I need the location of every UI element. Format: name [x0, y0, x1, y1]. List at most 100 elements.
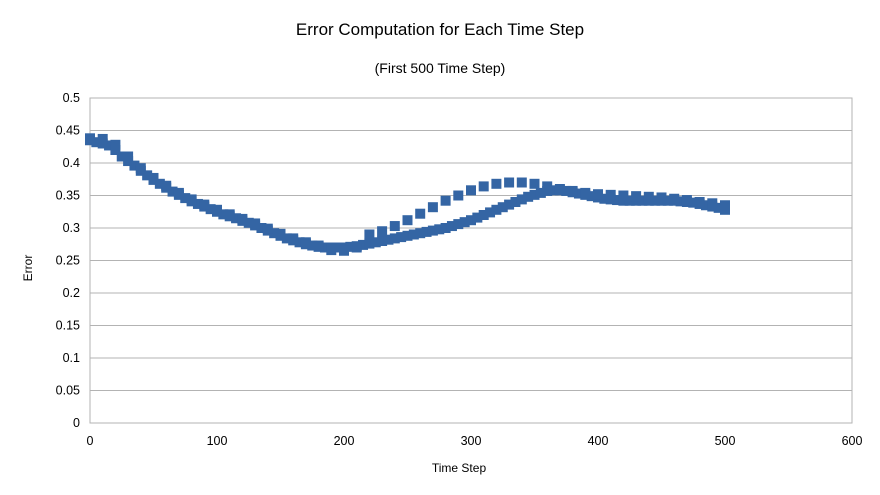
y-tick-label: 0.1	[63, 351, 80, 365]
data-point	[580, 187, 591, 198]
data-point	[396, 232, 407, 243]
data-point	[446, 221, 457, 232]
data-point	[154, 178, 165, 189]
data-point	[332, 242, 343, 253]
y-tick-label: 0.15	[56, 319, 80, 333]
data-point	[504, 177, 515, 188]
data-point	[618, 190, 629, 201]
data-point	[192, 198, 203, 209]
data-point	[180, 193, 191, 204]
data-point	[281, 233, 292, 244]
data-point	[713, 202, 724, 213]
y-tick-label: 0.25	[56, 254, 80, 268]
data-point	[199, 199, 210, 210]
data-point	[307, 240, 318, 251]
data-point	[351, 242, 362, 253]
data-point	[110, 139, 121, 150]
x-tick-label: 300	[461, 434, 482, 448]
data-point	[85, 133, 95, 144]
data-point	[599, 193, 610, 204]
data-point	[662, 195, 673, 206]
data-point	[294, 237, 305, 248]
data-point	[535, 187, 546, 198]
y-axis-label: Error	[21, 255, 35, 282]
gridlines	[90, 97, 852, 424]
data-point	[707, 198, 718, 209]
x-tick-label: 400	[588, 434, 609, 448]
x-axis-ticks: 0 100 200 300 400 500 600	[87, 434, 863, 448]
data-point	[440, 195, 451, 206]
data-point	[212, 204, 222, 215]
data-point	[205, 204, 216, 215]
data-point	[561, 185, 572, 196]
data-point	[358, 239, 369, 250]
data-point	[250, 218, 261, 229]
data-point	[605, 189, 616, 200]
data-point	[218, 209, 229, 220]
y-tick-label: 0.3	[63, 221, 80, 235]
data-point	[319, 242, 330, 253]
data-point	[466, 215, 476, 226]
data-point	[624, 195, 635, 206]
data-point	[427, 225, 438, 236]
data-point	[370, 237, 381, 248]
data-point	[275, 228, 286, 239]
data-point	[612, 195, 623, 206]
y-tick-label: 0.05	[56, 384, 80, 398]
data-point	[453, 190, 464, 201]
data-point	[478, 181, 489, 192]
data-point	[142, 170, 153, 181]
data-point	[123, 151, 134, 162]
data-point	[377, 236, 388, 246]
data-point	[186, 194, 197, 205]
y-tick-label: 0	[73, 416, 80, 430]
data-point	[669, 193, 680, 204]
data-point	[434, 224, 445, 235]
data-point	[116, 151, 127, 162]
data-point	[364, 238, 375, 249]
data-point	[586, 191, 597, 202]
data-point	[313, 240, 324, 251]
data-point	[339, 245, 349, 256]
data-point	[688, 197, 699, 208]
data-point	[402, 230, 413, 241]
x-axis-label: Time Step	[432, 461, 487, 475]
data-point	[91, 137, 102, 148]
data-point	[694, 197, 705, 207]
data-point	[700, 200, 711, 211]
y-tick-label: 0.2	[63, 286, 80, 300]
data-point	[548, 185, 559, 196]
data-point	[326, 245, 337, 256]
plot-area-border	[89, 97, 853, 424]
data-point	[300, 237, 311, 248]
data-point	[129, 160, 140, 171]
data-point	[110, 145, 121, 155]
data-point	[389, 221, 400, 232]
data-point	[485, 207, 496, 218]
data-point	[529, 178, 540, 189]
data-point	[516, 194, 527, 205]
data-point	[650, 195, 661, 206]
data-point	[466, 185, 476, 196]
data-point	[237, 213, 248, 224]
data-point	[167, 186, 178, 197]
y-axis-ticks: 0 0.05 0.1 0.15 0.2 0.25 0.3 0.35 0.4 0.45 0.5	[56, 91, 80, 430]
data-point	[104, 140, 115, 151]
data-point	[720, 200, 730, 211]
x-tick-label: 0	[87, 434, 94, 448]
data-point	[427, 202, 438, 213]
data-point	[643, 191, 654, 202]
data-point	[224, 209, 235, 220]
data-point	[529, 189, 540, 200]
data-point	[421, 226, 432, 237]
data-point	[161, 180, 172, 191]
data-point	[681, 195, 692, 206]
y-tick-label: 0.35	[56, 189, 80, 203]
data-point	[497, 202, 508, 213]
data-point	[345, 241, 356, 252]
data-point	[408, 229, 419, 240]
data-point	[478, 210, 489, 220]
data-point	[567, 185, 578, 196]
data-point	[262, 223, 273, 234]
